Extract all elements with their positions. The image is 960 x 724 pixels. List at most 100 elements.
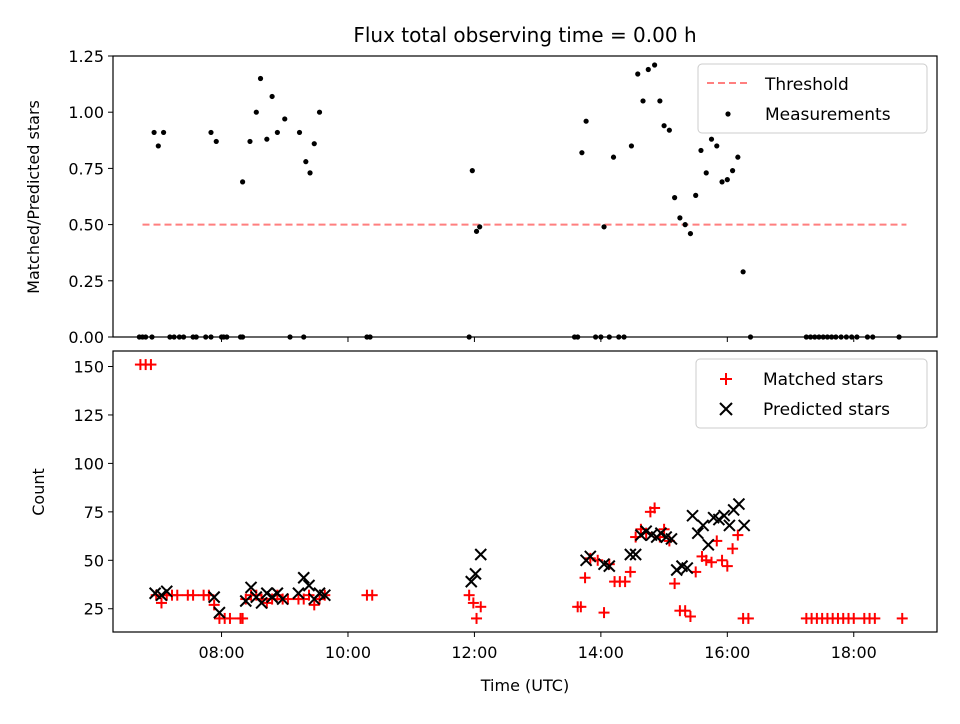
- measurements-point: [682, 222, 688, 228]
- matched-stars-point: [475, 601, 487, 613]
- measurements-point: [208, 129, 214, 136]
- measurements-point: [469, 168, 475, 174]
- bottom-y-tick-label: 150: [73, 358, 104, 377]
- predicted-stars-point: [702, 538, 715, 552]
- predicted-stars-point: [213, 606, 226, 619]
- bottom-ylabel: Count: [29, 468, 48, 516]
- predicted-stars-point: [239, 594, 252, 608]
- predicted-stars-point: [297, 571, 310, 584]
- top-plot: 0.00 0.25 0.50 0.75 1.00 1.25 Matched/Predict…: [24, 47, 938, 347]
- x-axis-label: Time (UTC): [480, 676, 569, 695]
- predicted-stars-point: [160, 585, 173, 598]
- matched-stars-point: [155, 597, 167, 609]
- bottom-legend: Matched stars Predicted stars: [695, 358, 928, 429]
- matched-stars-point: [716, 554, 728, 566]
- matched-stars-point: [145, 359, 157, 371]
- measurements-point: [729, 168, 736, 174]
- matched-stars-point: [579, 572, 591, 584]
- measurements-point: [213, 138, 219, 145]
- top-ylabel: Matched/Predicted stars: [24, 100, 43, 294]
- predicted-stars-point: [603, 559, 616, 573]
- predicted-stars-point: [681, 561, 694, 575]
- measurements-point: [296, 129, 303, 136]
- matched-stars-point: [706, 556, 718, 568]
- measurements-point: [703, 170, 709, 176]
- matched-stars-point: [848, 612, 860, 624]
- matched-stars-point: [282, 593, 294, 605]
- bottom-y-tick-label: 75: [84, 503, 104, 522]
- matched-stars-point: [467, 597, 479, 609]
- measurements-point: [247, 138, 253, 145]
- measurements-point: [628, 143, 635, 149]
- measurements-point: [311, 141, 317, 147]
- matched-stars-point: [727, 543, 739, 555]
- matched-legend-swatch: [720, 373, 732, 385]
- predicted-legend-label: Predicted stars: [763, 400, 890, 420]
- top-y-tick-label: 1.25: [68, 47, 104, 66]
- top-y-tick-label: 0.75: [68, 159, 104, 178]
- predicted-stars-point: [292, 587, 305, 600]
- measurements-point: [652, 62, 658, 68]
- measurements-point: [687, 230, 694, 237]
- measurements-point: [645, 66, 651, 73]
- predicted-stars-point: [629, 548, 642, 561]
- measurements-point: [583, 118, 589, 124]
- predicted-stars-point: [737, 519, 751, 532]
- predicted-stars-point: [465, 575, 478, 588]
- matched-stars-point: [619, 576, 631, 588]
- matched-stars-point: [603, 558, 615, 570]
- x-tick-label: 18:00: [831, 643, 877, 662]
- measurements-point: [240, 179, 246, 185]
- matched-stars-point: [224, 612, 236, 624]
- top-y-tick-label: 0.00: [68, 328, 104, 347]
- measurements-point: [610, 154, 617, 160]
- measurements-point: [257, 75, 264, 82]
- measurements-point: [579, 150, 585, 156]
- matched-stars-point: [649, 502, 661, 514]
- matched-stars-point: [471, 612, 483, 624]
- predicted-stars-point: [686, 509, 699, 522]
- matched-stars-point: [679, 605, 691, 617]
- matched-stars-point: [308, 599, 320, 611]
- bottom-plot: 08:00 10:00 12:00 14:00 16:00 18:00 25 50 75 100 1…: [29, 350, 938, 695]
- matched-stars-point: [366, 589, 378, 601]
- bottom-y-tick-label: 50: [84, 551, 104, 570]
- bottom-y-tick-label: 25: [84, 600, 104, 619]
- matched-stars-point: [463, 589, 475, 601]
- measurements-point: [155, 143, 161, 149]
- matched-stars-point: [575, 601, 587, 613]
- measurements-point: [282, 116, 288, 122]
- measurements-point: [601, 224, 607, 230]
- figure-title: Flux total observing time = 0.00 h: [353, 23, 696, 47]
- x-tick-label: 08:00: [198, 643, 244, 662]
- measurements-point: [714, 143, 720, 149]
- bottom-y-tick-label: 125: [73, 406, 104, 425]
- top-plot-frame: [112, 55, 938, 338]
- matched-stars-point: [187, 589, 199, 601]
- matched-legend-label: Matched stars: [763, 370, 883, 390]
- measurements-point: [303, 159, 309, 165]
- measurements-point: [657, 98, 663, 104]
- bottom-plot-frame: [112, 350, 938, 633]
- x-tick-label: 14:00: [578, 643, 624, 662]
- measurements-point: [661, 123, 667, 129]
- measurements-point: [640, 98, 646, 104]
- predicted-stars-point: [255, 596, 268, 610]
- predicted-stars-point: [624, 548, 637, 561]
- measurements-point: [693, 192, 699, 198]
- measurements-point: [740, 269, 746, 275]
- measurements-point: [724, 177, 730, 183]
- measurements-point: [151, 129, 157, 136]
- measurements-point: [635, 71, 641, 77]
- predicted-stars-point: [469, 567, 482, 581]
- predicted-stars-point: [474, 548, 487, 561]
- matched-stars-point: [700, 554, 712, 566]
- predicted-stars-point: [717, 509, 731, 522]
- bottom-legend-box: [695, 358, 928, 429]
- measurements-point: [708, 136, 715, 142]
- measurements-point: [698, 147, 704, 154]
- measurements-point: [672, 195, 678, 201]
- bottom-y-tick-label: 100: [73, 454, 104, 473]
- measurements-point: [477, 224, 483, 230]
- measurements-point: [274, 129, 280, 136]
